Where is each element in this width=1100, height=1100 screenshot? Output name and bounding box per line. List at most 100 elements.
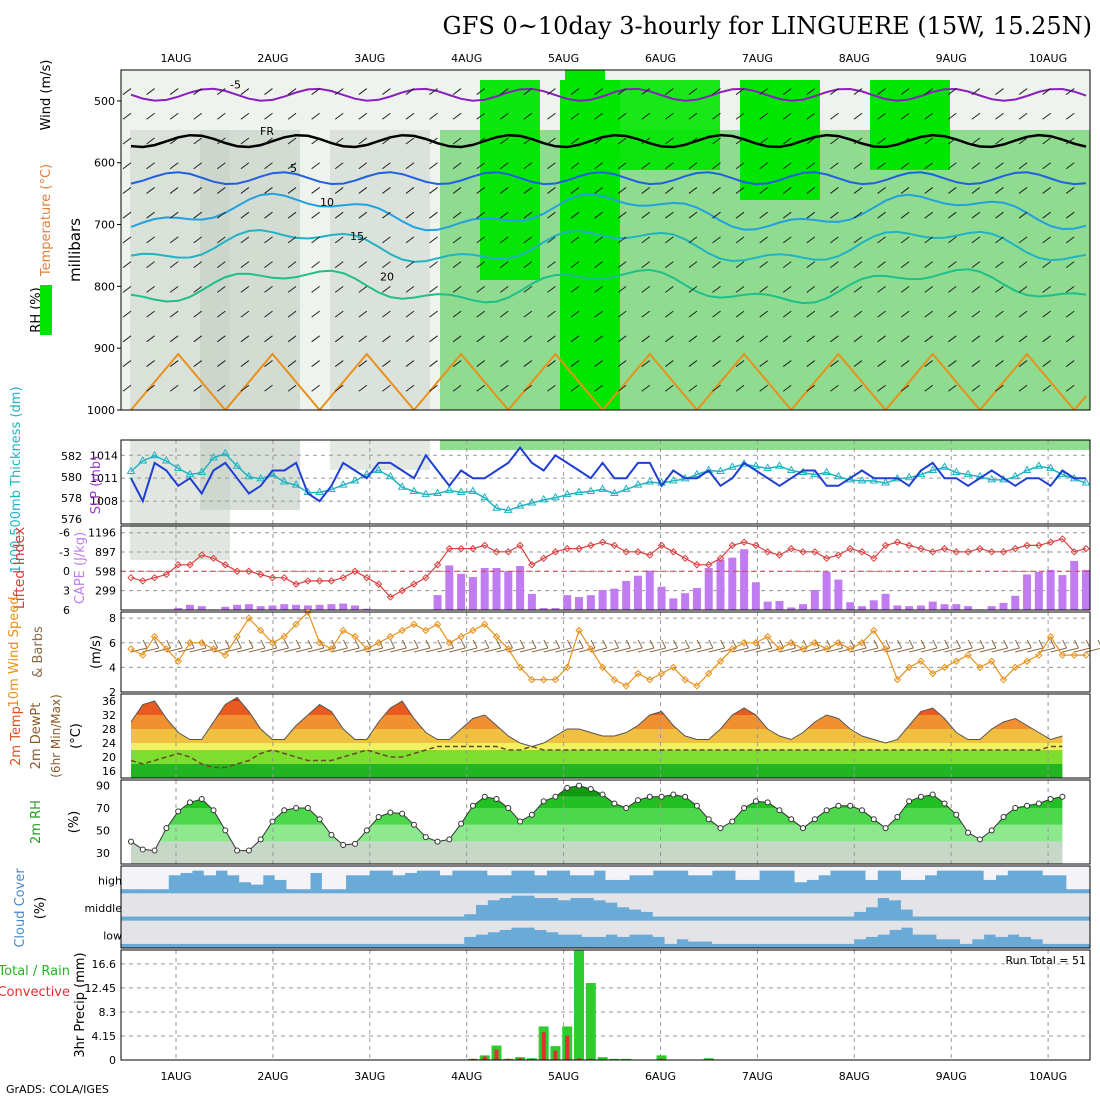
- cloud-clear-segment: [640, 866, 654, 876]
- wind-barb: [240, 236, 250, 244]
- surface-wind-barb: [991, 639, 997, 649]
- rh-tick: 50: [96, 824, 110, 837]
- lifted-index-marker: [315, 577, 324, 585]
- wind-barb: [1018, 112, 1028, 120]
- cloud-clear-segment: [723, 893, 736, 917]
- wind-barb: [594, 236, 603, 244]
- wind-barb: [995, 112, 1004, 120]
- cloud-clear-segment: [144, 920, 157, 944]
- thickness-marker: [350, 475, 360, 484]
- wind-barb: [971, 211, 981, 219]
- surface-wind-barb: [531, 647, 548, 653]
- rh-bands: [131, 785, 1063, 864]
- wind-barb: [1018, 310, 1028, 318]
- cloud-clear-segment: [1066, 893, 1079, 917]
- rh-tick: 70: [96, 802, 110, 815]
- cloud-clear-segment: [203, 866, 217, 876]
- lifted-index-marker: [1023, 541, 1031, 550]
- surface-wind-barb: [437, 639, 443, 649]
- isotherm: [130, 171, 1087, 186]
- wind-barb: [1042, 310, 1051, 318]
- wind-barb: [476, 112, 486, 120]
- cloud-clear-segment: [463, 893, 477, 915]
- surface-wind-barb: [496, 639, 502, 649]
- lifted-index-marker: [634, 548, 642, 556]
- cape-bar: [704, 568, 713, 610]
- cloud-clear-segment: [558, 866, 571, 871]
- wind-barb: [900, 335, 910, 343]
- wind-barb: [617, 236, 627, 244]
- surface-wind-barb: [873, 639, 879, 649]
- cloud-clear-segment: [475, 893, 488, 905]
- wind-barb: [806, 236, 816, 244]
- wind-barb: [924, 162, 934, 170]
- wind-barb: [971, 236, 981, 244]
- thickness-marker: [621, 484, 631, 492]
- cloud-clear-segment: [392, 893, 406, 917]
- rh-marker: [752, 798, 759, 805]
- cloud-clear-segment: [723, 920, 736, 944]
- rh-shading: [870, 80, 950, 170]
- wind-barb: [311, 335, 320, 343]
- cloud-clear-segment: [1019, 893, 1032, 917]
- precip-convective-bar: [506, 1058, 511, 1060]
- wind-barb: [311, 384, 320, 392]
- wind-barb: [122, 285, 132, 293]
- rh-tick: 30: [96, 847, 110, 860]
- wind-barb: [334, 384, 344, 392]
- wind-barb: [971, 384, 981, 392]
- cloud-clear-segment: [357, 866, 370, 876]
- cloud-clear-segment: [700, 920, 713, 942]
- thickness-marker: [857, 475, 867, 484]
- thickness-marker: [433, 488, 442, 497]
- wind-barb: [688, 310, 698, 318]
- thickness-marker: [692, 469, 702, 478]
- wind-barb: [476, 335, 486, 343]
- cloud-clear-segment: [558, 893, 571, 901]
- wind-barb: [122, 187, 132, 194]
- wind-barb: [948, 162, 957, 170]
- thickness-marker: [822, 467, 831, 476]
- wind-barb: [382, 285, 391, 293]
- cloud-clear-segment: [380, 920, 394, 944]
- date-label-bottom: 2AUG: [257, 1070, 288, 1083]
- cape-bar: [244, 604, 253, 610]
- wind-barb: [877, 162, 886, 170]
- cloud-clear-segment: [1078, 866, 1091, 890]
- wind-barb: [240, 335, 250, 343]
- wind-barb: [405, 335, 415, 343]
- wind-barb: [1018, 162, 1028, 170]
- wind-barb: [641, 384, 651, 392]
- wind-barb: [523, 137, 533, 145]
- wind-barb: [830, 187, 839, 194]
- thickness-marker: [645, 477, 655, 485]
- lifted-index-marker: [575, 544, 583, 553]
- surface-wind-barb: [614, 647, 631, 653]
- surface-wind-barb: [366, 647, 383, 653]
- wind-barb: [570, 187, 580, 194]
- wind-barb: [334, 285, 344, 293]
- thickness-marker: [315, 487, 325, 495]
- rh-marker: [304, 805, 311, 811]
- lifted-index-marker: [858, 548, 866, 556]
- wind-barb: [169, 137, 179, 145]
- cloud-clear-segment: [889, 920, 902, 930]
- rh-marker: [375, 813, 382, 820]
- lifted-index-marker: [516, 541, 524, 550]
- isotherm: [130, 268, 1087, 305]
- wind-barb: [334, 137, 344, 145]
- wind-barb: [995, 360, 1004, 367]
- date-label-bottom: 1AUG: [160, 1070, 191, 1083]
- lifted-index-label: Lifted Index: [12, 527, 28, 609]
- slp-frame: [120, 439, 1091, 525]
- precip-total-bar: [609, 1058, 620, 1060]
- wind-barb: [217, 360, 226, 367]
- wind-barb: [240, 261, 250, 269]
- wind-barb: [782, 310, 792, 318]
- precip-convective-bar: [577, 1058, 582, 1060]
- rh-marker: [186, 799, 193, 806]
- wind-barb: [429, 384, 438, 392]
- wind-tick: 8: [109, 612, 116, 625]
- cloud-clear-segment: [392, 866, 406, 876]
- cloud-clear-segment: [463, 920, 477, 937]
